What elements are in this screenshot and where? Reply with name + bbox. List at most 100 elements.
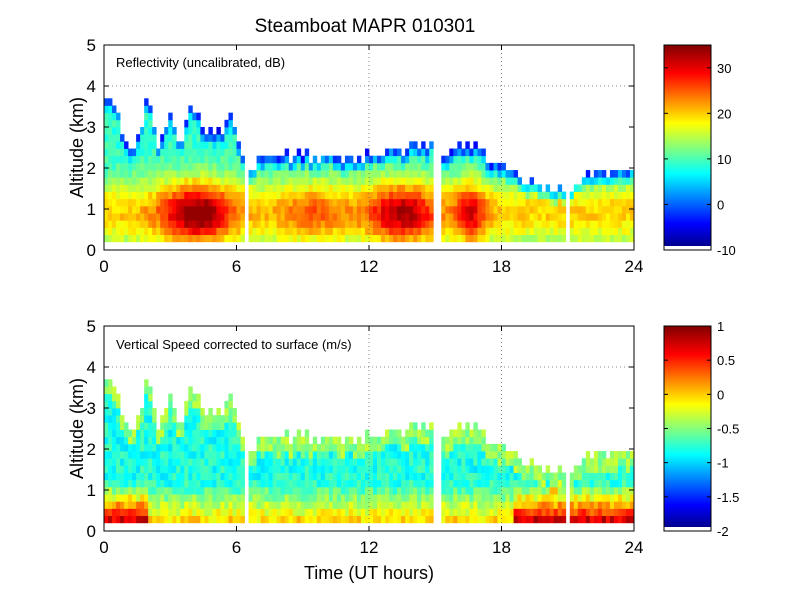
heatmap-cell bbox=[352, 234, 358, 243]
heatmap-cell bbox=[481, 155, 486, 164]
heatmap-cell bbox=[577, 494, 583, 502]
heatmap-cell bbox=[320, 501, 326, 509]
heatmap-cell bbox=[344, 220, 350, 228]
heatmap-cell bbox=[132, 494, 137, 502]
heatmap-cell bbox=[112, 479, 117, 488]
heatmap-cell bbox=[220, 198, 225, 207]
heatmap-cell bbox=[212, 451, 217, 459]
heatmap-cell bbox=[509, 198, 514, 207]
heatmap-cell bbox=[104, 227, 109, 236]
heatmap-cell bbox=[413, 184, 418, 192]
heatmap-cell bbox=[152, 227, 157, 236]
heatmap-cell bbox=[220, 422, 225, 430]
heatmap-cell bbox=[208, 170, 213, 178]
heatmap-cell bbox=[268, 205, 274, 214]
heatmap-cell bbox=[553, 227, 559, 236]
heatmap-cell bbox=[236, 155, 241, 164]
heatmap-cell bbox=[224, 400, 229, 409]
heatmap-cell bbox=[128, 515, 133, 524]
heatmap-cell bbox=[228, 443, 233, 452]
heatmap-cell bbox=[613, 205, 619, 214]
heatmap-cell bbox=[421, 508, 426, 517]
heatmap-cell bbox=[200, 177, 205, 185]
heatmap-cell bbox=[344, 205, 350, 214]
heatmap-cell bbox=[324, 227, 330, 236]
heatmap-cell bbox=[136, 220, 141, 228]
heatmap-cell bbox=[517, 205, 522, 214]
heatmap-cell bbox=[441, 184, 446, 192]
heatmap-cell bbox=[320, 472, 326, 481]
heatmap-cell bbox=[188, 458, 193, 466]
heatmap-cell bbox=[320, 220, 326, 228]
heatmap-cell bbox=[276, 494, 282, 502]
heatmap-cell bbox=[316, 227, 322, 236]
heatmap-cell bbox=[148, 393, 153, 402]
heatmap-cell bbox=[397, 177, 402, 185]
heatmap-cell bbox=[284, 227, 290, 236]
heatmap-cell bbox=[116, 436, 121, 445]
heatmap-cell bbox=[212, 191, 217, 200]
heatmap-cell bbox=[340, 191, 346, 200]
heatmap-cell bbox=[405, 198, 410, 207]
y-tick-label: 5 bbox=[87, 36, 96, 55]
heatmap-cell bbox=[280, 155, 286, 164]
heatmap-cell bbox=[421, 234, 426, 243]
heatmap-cell bbox=[377, 162, 382, 171]
heatmap-cell bbox=[300, 486, 306, 495]
heatmap-cell bbox=[148, 458, 153, 466]
heatmap-cell bbox=[308, 479, 314, 488]
heatmap-cell bbox=[469, 148, 474, 157]
heatmap-cell bbox=[164, 472, 169, 481]
heatmap-cell bbox=[332, 436, 338, 445]
heatmap-cell bbox=[477, 436, 482, 445]
heatmap-cell bbox=[160, 227, 165, 236]
heatmap-cell bbox=[276, 220, 282, 228]
heatmap-cell bbox=[501, 162, 506, 171]
heatmap-cell bbox=[505, 451, 510, 459]
x-tick-label: 18 bbox=[492, 538, 511, 557]
heatmap-cell bbox=[228, 127, 233, 135]
heatmap-cell bbox=[425, 436, 430, 445]
heatmap-cell bbox=[180, 227, 185, 236]
heatmap-cell bbox=[577, 213, 583, 221]
heatmap-cell bbox=[164, 486, 169, 495]
heatmap-cell bbox=[377, 443, 382, 452]
heatmap-cell bbox=[429, 515, 434, 524]
heatmap-cell bbox=[320, 436, 326, 445]
heatmap-cell bbox=[377, 451, 382, 459]
heatmap-cell bbox=[148, 177, 153, 185]
heatmap-cell bbox=[344, 508, 350, 517]
heatmap-cell bbox=[513, 479, 518, 488]
heatmap-cell bbox=[280, 220, 286, 228]
heatmap-cell bbox=[609, 184, 615, 192]
heatmap-cell bbox=[537, 494, 543, 502]
heatmap-cell bbox=[292, 234, 298, 243]
heatmap-cell bbox=[477, 184, 482, 192]
heatmap-cell bbox=[188, 148, 193, 157]
heatmap-cell bbox=[108, 436, 113, 445]
heatmap-cell bbox=[625, 458, 631, 466]
heatmap-cell bbox=[152, 415, 157, 423]
heatmap-cell bbox=[192, 479, 197, 488]
heatmap-cell bbox=[332, 162, 338, 171]
heatmap-cell bbox=[401, 458, 406, 466]
heatmap-cell bbox=[493, 479, 498, 488]
heatmap-cell bbox=[308, 486, 314, 495]
heatmap-cell bbox=[381, 155, 386, 164]
heatmap-cell bbox=[192, 184, 197, 192]
heatmap-cell bbox=[260, 234, 266, 243]
heatmap-cell bbox=[340, 443, 346, 452]
heatmap-cell bbox=[280, 472, 286, 481]
heatmap-cell bbox=[172, 198, 177, 207]
heatmap-cell bbox=[212, 422, 217, 430]
heatmap-cell bbox=[613, 451, 619, 459]
heatmap-cell bbox=[132, 515, 137, 524]
heatmap-cell bbox=[184, 400, 189, 409]
heatmap-cell bbox=[377, 501, 382, 509]
heatmap-cell bbox=[409, 494, 414, 502]
heatmap-cell bbox=[417, 443, 422, 452]
heatmap-cell bbox=[393, 227, 398, 236]
heatmap-cell bbox=[348, 515, 354, 524]
heatmap-cell bbox=[449, 234, 454, 243]
heatmap-cell bbox=[561, 501, 567, 509]
